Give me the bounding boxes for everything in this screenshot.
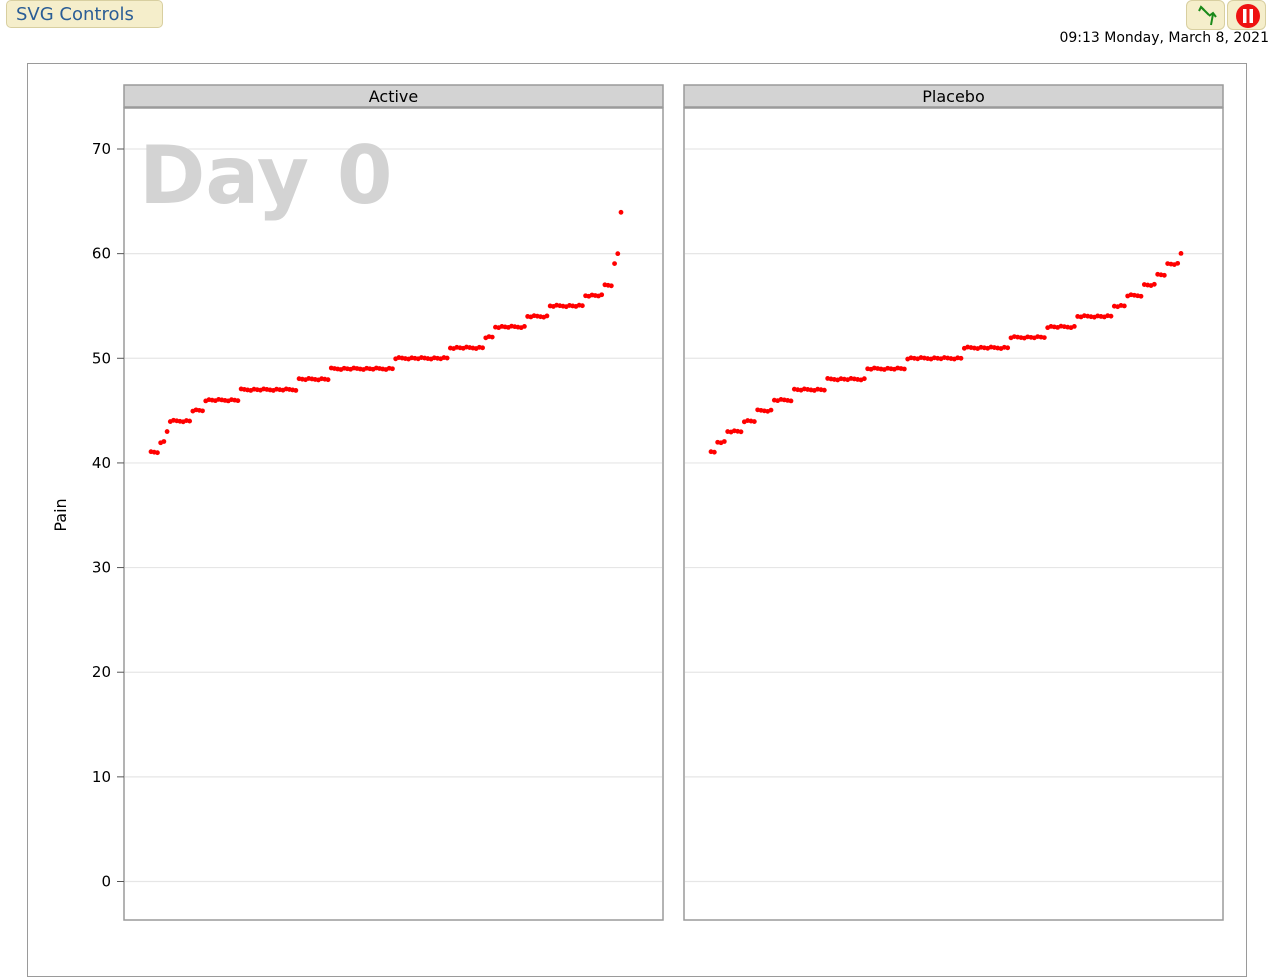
data-point (161, 439, 167, 444)
data-point (1178, 250, 1184, 256)
data-point (1071, 323, 1077, 329)
pause-icon (1236, 4, 1260, 28)
data-point (444, 355, 450, 361)
data-point (1121, 303, 1127, 309)
panel-placebo (683, 107, 1224, 921)
data-point (489, 334, 495, 340)
data-point (390, 366, 395, 372)
data-point (612, 261, 617, 267)
svg-controls-button[interactable]: SVG Controls (6, 0, 163, 28)
panel-active (123, 107, 664, 921)
strip-placebo (683, 84, 1224, 108)
timestamp: 09:13 Monday, March 8, 2021 (1059, 30, 1269, 46)
data-point (711, 449, 717, 455)
pause-button[interactable] (1227, 0, 1266, 30)
data-point (861, 376, 867, 382)
data-point (1138, 293, 1144, 299)
y-tick-label: 70 (92, 140, 111, 158)
data-point (325, 377, 331, 383)
y-tick-label: 40 (92, 454, 111, 472)
data-point (608, 283, 614, 289)
y-axis-title: Pain (51, 498, 70, 531)
refresh-button[interactable] (1186, 0, 1225, 30)
data-point (901, 366, 907, 372)
data-point (958, 355, 964, 361)
data-point (200, 408, 205, 414)
data-point (235, 398, 241, 404)
data-point (579, 303, 585, 309)
data-point (618, 209, 624, 215)
day-overlay-label: Day 0 (139, 129, 393, 222)
data-point (599, 292, 605, 298)
data-point (1161, 272, 1167, 278)
y-tick-label: 20 (92, 663, 111, 681)
strip-label-placebo: Placebo (922, 87, 984, 106)
data-point (788, 398, 794, 404)
data-point (751, 419, 757, 424)
y-tick-label: 50 (92, 349, 111, 367)
data-point (480, 345, 485, 351)
data-point (1005, 345, 1011, 351)
data-point (544, 313, 550, 319)
refresh-arrows-icon (1198, 5, 1217, 26)
data-point (187, 418, 193, 424)
data-point (615, 251, 621, 257)
data-point (164, 429, 170, 434)
data-point (522, 323, 527, 329)
y-tick-label: 30 (92, 559, 111, 577)
strip-active (123, 84, 664, 108)
data-point (721, 439, 727, 444)
data-point (155, 450, 160, 456)
y-tick-label: 0 (101, 873, 111, 891)
strip-label-active: Active (369, 87, 419, 106)
y-tick-label: 10 (92, 768, 111, 786)
data-point (293, 388, 299, 393)
data-point (1108, 313, 1114, 319)
data-point (821, 387, 827, 393)
data-point (1151, 281, 1157, 287)
y-tick-label: 60 (92, 245, 111, 263)
data-point (1041, 335, 1047, 341)
chart-frame (27, 63, 1247, 977)
data-point (768, 407, 774, 413)
data-point (738, 429, 744, 435)
data-point (1175, 260, 1181, 266)
